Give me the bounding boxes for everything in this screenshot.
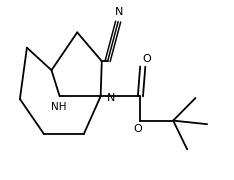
Text: N: N <box>115 7 124 17</box>
Text: O: O <box>134 124 143 134</box>
Text: N: N <box>106 93 115 103</box>
Text: NH: NH <box>51 102 66 112</box>
Text: O: O <box>143 54 151 64</box>
